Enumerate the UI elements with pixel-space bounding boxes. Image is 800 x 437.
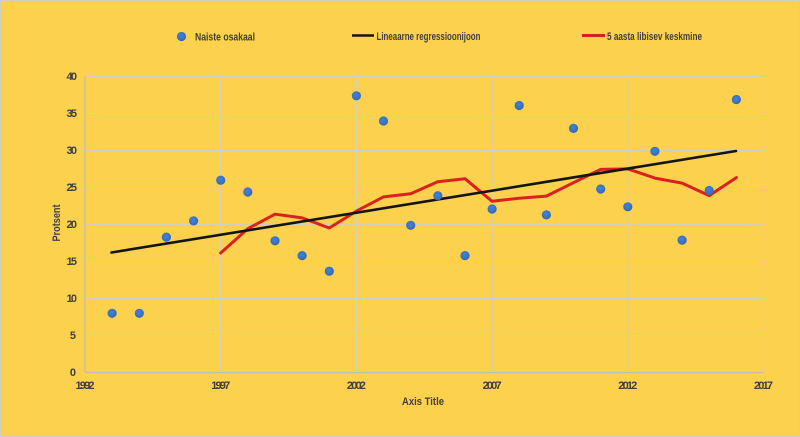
- svg-text:2002: 2002: [347, 380, 366, 392]
- svg-text:2007: 2007: [483, 380, 502, 392]
- svg-text:15: 15: [67, 256, 78, 268]
- svg-text:Axis Title: Axis Title: [402, 396, 444, 408]
- svg-text:1997: 1997: [211, 380, 230, 392]
- svg-text:2012: 2012: [618, 380, 637, 392]
- svg-text:2017: 2017: [754, 380, 773, 392]
- svg-text:30: 30: [67, 145, 78, 157]
- svg-text:20: 20: [67, 219, 78, 231]
- svg-text:Lineaarne regressioonijoon: Lineaarne regressioonijoon: [377, 31, 481, 43]
- svg-text:10: 10: [67, 293, 78, 305]
- svg-text:0: 0: [70, 367, 76, 379]
- svg-text:Protsent: Protsent: [51, 204, 63, 241]
- svg-text:35: 35: [67, 108, 78, 120]
- svg-text:40: 40: [67, 71, 78, 83]
- svg-text:Naiste osakaal: Naiste osakaal: [195, 32, 255, 44]
- svg-text:25: 25: [67, 182, 78, 194]
- svg-text:5: 5: [70, 330, 76, 342]
- svg-text:5 aasta libisev keskmine: 5 aasta libisev keskmine: [607, 31, 702, 43]
- svg-text:1992: 1992: [76, 380, 95, 392]
